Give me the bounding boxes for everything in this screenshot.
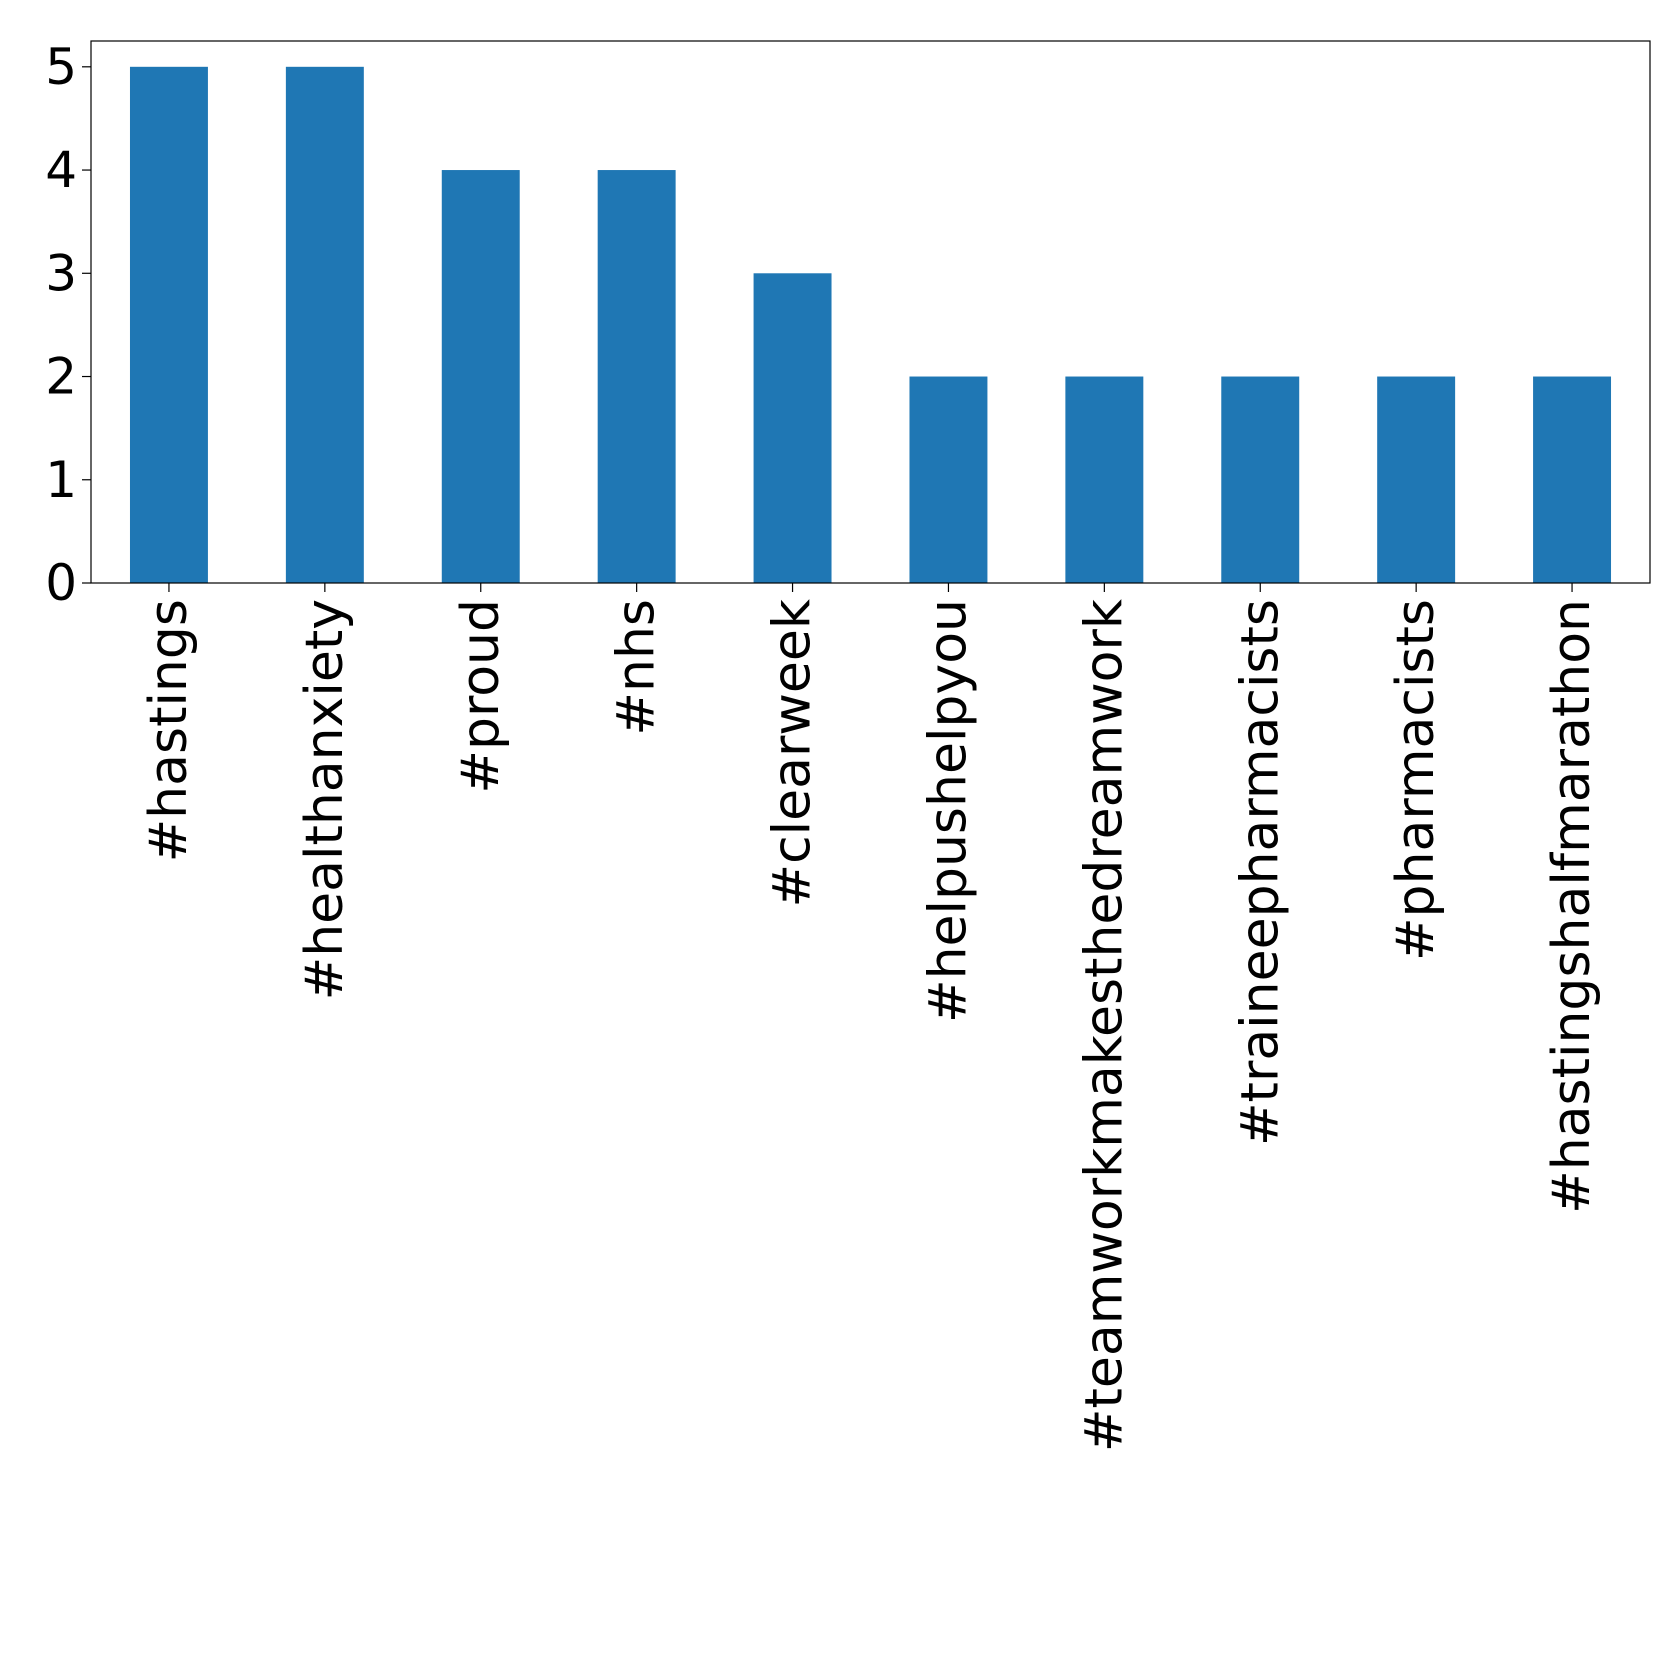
bar-8 xyxy=(1377,376,1456,583)
bar-0 xyxy=(129,66,208,584)
x-tick-label-5: #helpushelpyou xyxy=(918,599,978,1023)
x-tick-label-2: #proud xyxy=(451,599,511,794)
bar-6 xyxy=(1065,376,1144,583)
x-tick-label-1: #healthanxiety xyxy=(295,599,355,1000)
y-tick-label-3: 3 xyxy=(45,244,77,302)
bar-1 xyxy=(285,66,364,584)
y-tick-label-4: 4 xyxy=(45,141,77,199)
y-axis: 0 1 2 3 4 5 xyxy=(45,38,91,612)
x-tick-label-9: #hastingshalfmarathon xyxy=(1542,599,1602,1214)
plot-area-frame xyxy=(90,40,1651,584)
bar-2 xyxy=(441,170,520,584)
x-tick-label-3: #nhs xyxy=(607,599,667,736)
bar-9 xyxy=(1533,376,1612,583)
x-tick-label-0: #hastings xyxy=(139,599,199,862)
bar-4 xyxy=(753,273,832,583)
y-tick-label-2: 2 xyxy=(45,348,77,406)
y-tick-label-1: 1 xyxy=(45,451,77,509)
x-tick-label-8: #pharmacists xyxy=(1386,599,1446,961)
bar-3 xyxy=(597,170,676,584)
x-tick-label-7: #traineepharmacists xyxy=(1230,599,1290,1146)
bar-7 xyxy=(1221,376,1300,583)
y-tick-label-0: 0 xyxy=(45,554,77,612)
x-tick-label-6: #teamworkmakesthedreamwork xyxy=(1074,599,1134,1452)
x-axis: #hastings #healthanxiety #proud #nhs #clearw… xyxy=(139,583,1602,1452)
x-tick-label-4: #clearweek xyxy=(763,599,823,907)
bar-5 xyxy=(909,376,988,583)
bars-layer xyxy=(129,66,1612,584)
y-tick-label-5: 5 xyxy=(45,38,77,96)
